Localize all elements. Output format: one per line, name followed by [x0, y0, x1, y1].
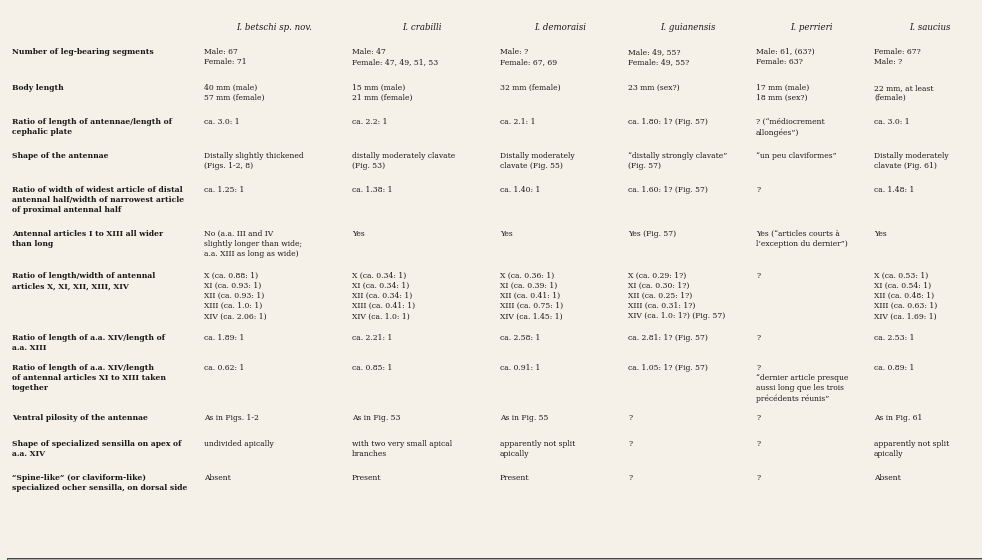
- Text: X (ca. 0.36: 1)
XI (ca. 0.39: 1)
XII (ca. 0.41: 1)
XIII (ca. 0.75: 1)
XIV (ca. 1: X (ca. 0.36: 1) XI (ca. 0.39: 1) XII (ca…: [500, 272, 563, 320]
- Text: 17 mm (male)
18 mm (sex?): 17 mm (male) 18 mm (sex?): [756, 84, 809, 102]
- Text: ca. 1.25: 1: ca. 1.25: 1: [204, 186, 245, 194]
- Text: As in Fig. 55: As in Fig. 55: [500, 414, 548, 422]
- Text: ?: ?: [628, 474, 632, 482]
- Text: Yes: Yes: [500, 230, 513, 238]
- Text: Yes: Yes: [352, 230, 364, 238]
- Text: X (ca. 0.53: 1)
XI (ca. 0.54: 1)
XII (ca. 0.48: 1)
XIII (ca. 0.63: 1)
XIV (ca. 1: X (ca. 0.53: 1) XI (ca. 0.54: 1) XII (ca…: [874, 272, 937, 320]
- Text: ca. 0.85: 1: ca. 0.85: 1: [352, 364, 393, 372]
- Text: ?: ?: [756, 334, 760, 342]
- Text: As in Fig. 53: As in Fig. 53: [352, 414, 401, 422]
- Text: ?: ?: [628, 440, 632, 448]
- Text: undivided apically: undivided apically: [204, 440, 274, 448]
- Text: “Spine-like” (or claviform-like)
specialized ocher sensilla, on dorsal side: “Spine-like” (or claviform-like) special…: [12, 474, 188, 492]
- Text: Female: 67?
Male: ?: Female: 67? Male: ?: [874, 48, 921, 66]
- Text: I. guianensis: I. guianensis: [660, 24, 716, 32]
- Text: Antennal articles I to XIII all wider
than long: Antennal articles I to XIII all wider th…: [12, 230, 163, 248]
- Text: Male: 49, 55?
Female: 49, 55?: Male: 49, 55? Female: 49, 55?: [628, 48, 689, 66]
- Text: Distally slightly thickened
(Figs. 1-2, 8): Distally slightly thickened (Figs. 1-2, …: [204, 152, 303, 170]
- Text: Present: Present: [500, 474, 529, 482]
- Text: Distally moderately
clavate (Fig. 61): Distally moderately clavate (Fig. 61): [874, 152, 949, 170]
- Text: ?: ?: [628, 414, 632, 422]
- Text: ?: ?: [756, 272, 760, 280]
- Text: 22 mm, at least
(female): 22 mm, at least (female): [874, 84, 934, 102]
- Text: Body length: Body length: [12, 84, 64, 92]
- Text: I. betschi sp. nov.: I. betschi sp. nov.: [236, 24, 312, 32]
- Text: ca. 2.1: 1: ca. 2.1: 1: [500, 118, 535, 126]
- Text: Shape of the antennae: Shape of the antennae: [12, 152, 108, 160]
- Text: ca. 2.21: 1: ca. 2.21: 1: [352, 334, 393, 342]
- Text: Ratio of width of widest article of distal
antennal half/width of narrowest arti: Ratio of width of widest article of dist…: [12, 186, 184, 214]
- Text: ca. 1.80: 1? (Fig. 57): ca. 1.80: 1? (Fig. 57): [628, 118, 708, 126]
- Text: ca. 0.89: 1: ca. 0.89: 1: [874, 364, 914, 372]
- Text: ca. 1.40: 1: ca. 1.40: 1: [500, 186, 540, 194]
- Text: ca. 0.91: 1: ca. 0.91: 1: [500, 364, 540, 372]
- Text: ca. 2.2: 1: ca. 2.2: 1: [352, 118, 388, 126]
- Text: X (ca. 0.29: 1?)
XI (ca. 0.30: 1?)
XII (ca. 0.25: 1?)
XIII (ca. 0.31: 1?)
XIV (c: X (ca. 0.29: 1?) XI (ca. 0.30: 1?) XII (…: [628, 272, 726, 320]
- Text: X (ca. 0.88: 1)
XI (ca. 0.93: 1)
XII (ca. 0.93: 1)
XIII (ca. 1.0: 1)
XIV (ca. 2.: X (ca. 0.88: 1) XI (ca. 0.93: 1) XII (ca…: [204, 272, 267, 320]
- Text: I. demoraisi: I. demoraisi: [534, 24, 586, 32]
- Text: ca. 1.48: 1: ca. 1.48: 1: [874, 186, 914, 194]
- Text: apparently not split
apically: apparently not split apically: [874, 440, 950, 458]
- Text: Yes: Yes: [874, 230, 887, 238]
- Text: apparently not split
apically: apparently not split apically: [500, 440, 575, 458]
- Text: Ratio of length of a.a. XIV/length of
a.a. XIII: Ratio of length of a.a. XIV/length of a.…: [12, 334, 165, 352]
- Text: Absent: Absent: [874, 474, 900, 482]
- Text: “distally strongly clavate”
(Fig. 57): “distally strongly clavate” (Fig. 57): [628, 152, 728, 170]
- Text: 23 mm (sex?): 23 mm (sex?): [628, 84, 680, 92]
- Text: No (a.a. III and IV
slightly longer than wide;
a.a. XIII as long as wide): No (a.a. III and IV slightly longer than…: [204, 230, 302, 258]
- Text: ?: ?: [756, 440, 760, 448]
- Text: ?: ?: [756, 414, 760, 422]
- Text: “un peu claviformes”: “un peu claviformes”: [756, 152, 837, 160]
- Text: ca. 2.81: 1? (Fig. 57): ca. 2.81: 1? (Fig. 57): [628, 334, 708, 342]
- Text: ?
“dernier article presque
aussi long que les trois
précédents réunis”: ? “dernier article presque aussi long qu…: [756, 364, 848, 403]
- Text: As in Figs. 1-2: As in Figs. 1-2: [204, 414, 259, 422]
- Text: ca. 3.0: 1: ca. 3.0: 1: [204, 118, 240, 126]
- Text: ca. 2.53: 1: ca. 2.53: 1: [874, 334, 914, 342]
- Text: ca. 1.60: 1? (Fig. 57): ca. 1.60: 1? (Fig. 57): [628, 186, 708, 194]
- Text: Ratio of length of antennae/length of
cephalic plate: Ratio of length of antennae/length of ce…: [12, 118, 172, 136]
- Text: Yes (Fig. 57): Yes (Fig. 57): [628, 230, 677, 238]
- Text: I. crabilli: I. crabilli: [403, 24, 442, 32]
- Text: Ratio of length/width of antennal
articles X, XI, XII, XIII, XIV: Ratio of length/width of antennal articl…: [12, 272, 155, 290]
- Text: I. perrieri: I. perrieri: [790, 24, 833, 32]
- Text: Ratio of length of a.a. XIV/length
of antennal articles XI to XIII taken
togethe: Ratio of length of a.a. XIV/length of an…: [12, 364, 166, 392]
- Text: ?: ?: [756, 186, 760, 194]
- Text: X (ca. 0.34: 1)
XI (ca. 0.34: 1)
XII (ca. 0.34: 1)
XIII (ca. 0.41: 1)
XIV (ca. 1: X (ca. 0.34: 1) XI (ca. 0.34: 1) XII (ca…: [352, 272, 415, 320]
- Text: ?: ?: [756, 474, 760, 482]
- Text: ? (“médiocrement
allongées”): ? (“médiocrement allongées”): [756, 118, 825, 137]
- Text: ca. 2.58: 1: ca. 2.58: 1: [500, 334, 540, 342]
- Text: Male: 47
Female: 47, 49, 51, 53: Male: 47 Female: 47, 49, 51, 53: [352, 48, 438, 66]
- Text: Present: Present: [352, 474, 381, 482]
- Text: Number of leg-bearing segments: Number of leg-bearing segments: [12, 48, 154, 56]
- Text: I. saucius: I. saucius: [909, 24, 951, 32]
- Text: Male: ?
Female: 67, 69: Male: ? Female: 67, 69: [500, 48, 557, 66]
- Text: ca. 3.0: 1: ca. 3.0: 1: [874, 118, 909, 126]
- Text: Ventral pilosity of the antennae: Ventral pilosity of the antennae: [12, 414, 148, 422]
- Text: Male: 67
Female: 71: Male: 67 Female: 71: [204, 48, 246, 66]
- Text: ca. 1.38: 1: ca. 1.38: 1: [352, 186, 393, 194]
- Text: 32 mm (female): 32 mm (female): [500, 84, 561, 92]
- Text: ca. 1.05: 1? (Fig. 57): ca. 1.05: 1? (Fig. 57): [628, 364, 708, 372]
- Text: Distally moderately
clavate (Fig. 55): Distally moderately clavate (Fig. 55): [500, 152, 574, 170]
- Text: distally moderately clavate
(Fig. 53): distally moderately clavate (Fig. 53): [352, 152, 456, 170]
- Text: ca. 1.89: 1: ca. 1.89: 1: [204, 334, 245, 342]
- Text: Yes (“articles courts à
l’exception du dernier”): Yes (“articles courts à l’exception du d…: [756, 230, 847, 248]
- Text: ca. 0.62: 1: ca. 0.62: 1: [204, 364, 245, 372]
- Text: Absent: Absent: [204, 474, 231, 482]
- Text: Shape of specialized sensilla on apex of
a.a. XIV: Shape of specialized sensilla on apex of…: [12, 440, 182, 458]
- Text: 40 mm (male)
57 mm (female): 40 mm (male) 57 mm (female): [204, 84, 264, 102]
- Text: As in Fig. 61: As in Fig. 61: [874, 414, 922, 422]
- Text: with two very small apical
branches: with two very small apical branches: [352, 440, 452, 458]
- Text: 15 mm (male)
21 mm (female): 15 mm (male) 21 mm (female): [352, 84, 412, 102]
- Text: Male: 61, (63?)
Female: 63?: Male: 61, (63?) Female: 63?: [756, 48, 815, 66]
